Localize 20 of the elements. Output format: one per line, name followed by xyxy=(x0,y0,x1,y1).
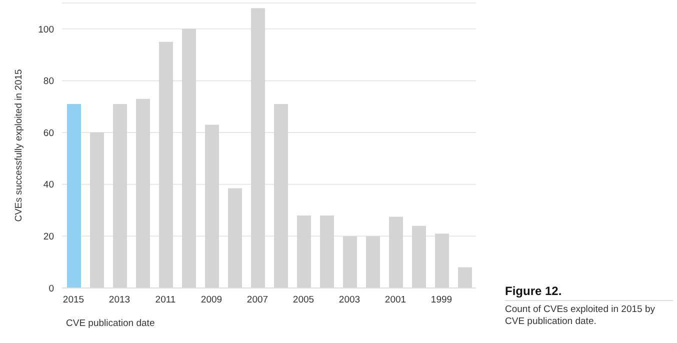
x-tick-label: 1999 xyxy=(430,294,452,306)
x-tick-label: 2015 xyxy=(62,294,84,306)
x-tick-label: 2003 xyxy=(338,294,360,306)
x-tick-label: 2013 xyxy=(108,294,130,306)
y-tick-label: 100 xyxy=(38,24,54,36)
y-axis-title: CVEs successfully exploited in 2015 xyxy=(13,69,24,222)
y-tick-label: 0 xyxy=(48,283,54,294)
text: Figure 12. xyxy=(505,284,673,301)
y-tick-label: 60 xyxy=(43,128,54,139)
x-tick-label: 2005 xyxy=(292,294,314,306)
x-tick-label: 2001 xyxy=(384,294,406,306)
x-axis-title: CVE publication date xyxy=(66,318,155,329)
bar xyxy=(67,104,81,288)
y-tick-label: 40 xyxy=(43,180,54,191)
x-tick-label: 2007 xyxy=(246,294,268,306)
y-tick-label: 80 xyxy=(43,76,54,88)
text: Count of CVEs exploited in 2015 by CVE publication date. xyxy=(505,304,656,328)
y-tick-label: 20 xyxy=(43,232,54,243)
x-tick-label: 2009 xyxy=(200,294,222,306)
x-tick-label: 2011 xyxy=(155,294,176,306)
